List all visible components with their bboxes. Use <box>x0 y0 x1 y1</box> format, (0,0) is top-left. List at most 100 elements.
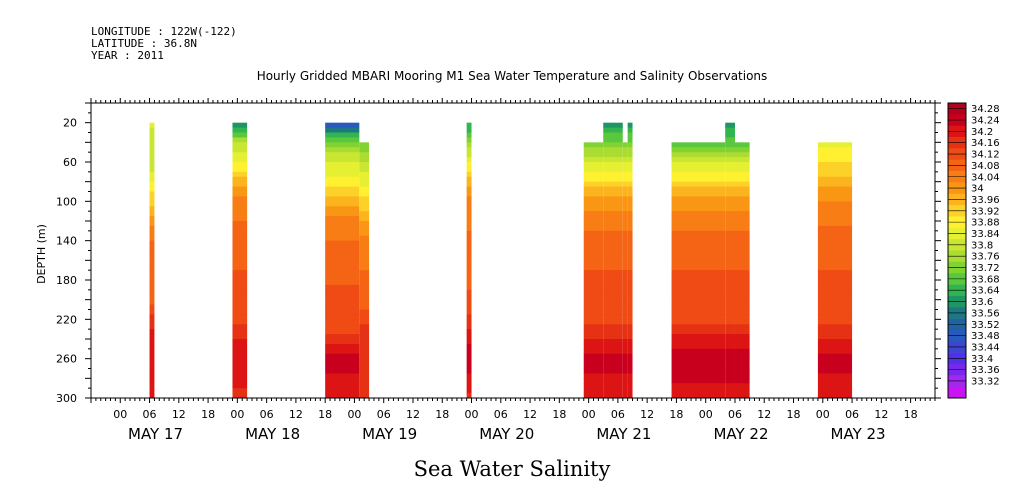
salinity-cell <box>734 383 750 389</box>
salinity-cell <box>359 176 370 183</box>
salinity-cell <box>603 137 623 143</box>
salinity-cell <box>817 388 853 394</box>
salinity-cell <box>817 270 853 276</box>
colorbar-frame <box>947 102 967 399</box>
salinity-cell <box>817 211 853 217</box>
salinity-cell <box>325 132 360 138</box>
salinity-cell <box>725 176 735 183</box>
salinity-cell <box>232 260 248 266</box>
colorbar-label: 34.24 <box>971 116 1000 127</box>
salinity-cell <box>232 216 248 222</box>
salinity-cell <box>583 309 604 315</box>
salinity-cell <box>466 132 472 138</box>
salinity-cell <box>583 329 604 335</box>
x-day-label: MAY 23 <box>831 425 886 443</box>
salinity-cell <box>734 196 750 202</box>
salinity-cell <box>583 319 604 325</box>
salinity-cell <box>622 280 628 286</box>
salinity-cell <box>725 299 735 305</box>
salinity-cell <box>817 275 853 281</box>
salinity-cell <box>325 265 360 271</box>
salinity-cell <box>583 157 604 163</box>
salinity-cell <box>622 201 628 207</box>
salinity-cell <box>627 353 633 360</box>
salinity-cell <box>627 383 633 389</box>
salinity-cell <box>627 284 633 291</box>
salinity-cell <box>325 373 360 379</box>
salinity-cell <box>627 289 633 296</box>
salinity-cell <box>627 393 633 399</box>
salinity-cell <box>603 329 623 335</box>
salinity-cell <box>232 147 248 153</box>
salinity-cell <box>734 334 750 340</box>
salinity-segment <box>583 142 604 399</box>
colorbar-label: 34 <box>971 184 984 195</box>
salinity-cell <box>671 339 726 345</box>
salinity-cell <box>734 294 750 301</box>
y-tick-label: 60 <box>63 156 77 169</box>
salinity-cell <box>325 260 360 266</box>
salinity-cell <box>149 294 155 301</box>
colorbar-label: 33.72 <box>971 263 1000 274</box>
salinity-cell <box>817 235 853 242</box>
salinity-cell <box>149 142 155 148</box>
salinity-cell <box>583 255 604 261</box>
salinity-cell <box>671 152 726 158</box>
salinity-cell <box>671 358 726 364</box>
salinity-cell <box>725 363 735 369</box>
salinity-cell <box>325 270 360 276</box>
salinity-cell <box>583 260 604 266</box>
salinity-cell <box>622 181 628 187</box>
x-hour-label: 18 <box>669 408 683 421</box>
salinity-cell <box>734 216 750 222</box>
salinity-cell <box>359 265 370 271</box>
salinity-cell <box>603 181 623 187</box>
salinity-cell <box>603 378 623 384</box>
y-axis-label: DEPTH (m) <box>35 224 48 284</box>
salinity-cell <box>817 147 853 153</box>
salinity-cell <box>466 329 472 335</box>
salinity-cell <box>671 314 726 320</box>
salinity-cell <box>725 324 735 330</box>
salinity-cell <box>359 157 370 163</box>
salinity-cell <box>603 127 623 133</box>
salinity-cell <box>325 186 360 192</box>
x-hour-label: 12 <box>757 408 771 421</box>
salinity-cell <box>149 255 155 261</box>
salinity-cell <box>583 230 604 237</box>
salinity-cell <box>734 230 750 237</box>
salinity-cell <box>603 309 623 315</box>
salinity-cell <box>622 358 628 364</box>
salinity-cell <box>622 235 628 242</box>
salinity-cell <box>325 255 360 261</box>
salinity-cell <box>149 324 155 330</box>
colorbar-label: 33.76 <box>971 252 1000 263</box>
salinity-cell <box>671 353 726 360</box>
salinity-cell <box>232 289 248 296</box>
salinity-cell <box>359 196 370 202</box>
salinity-cell <box>725 235 735 242</box>
salinity-cell <box>627 304 633 310</box>
salinity-cell <box>671 368 726 374</box>
colorbar-label: 33.36 <box>971 365 1000 376</box>
salinity-cell <box>603 314 623 320</box>
salinity-cell <box>725 280 735 286</box>
salinity-cell <box>671 304 726 310</box>
salinity-cell <box>325 181 360 187</box>
salinity-cell <box>359 211 370 217</box>
salinity-cell <box>325 358 360 364</box>
salinity-cell <box>627 294 633 301</box>
x-hour-label: 00 <box>699 408 713 421</box>
salinity-cell <box>603 235 623 242</box>
salinity-cell <box>627 201 633 207</box>
salinity-cell <box>817 280 853 286</box>
salinity-cell <box>734 343 750 350</box>
salinity-cell <box>671 334 726 340</box>
salinity-cell <box>466 393 472 399</box>
salinity-cell <box>583 373 604 379</box>
salinity-cell <box>627 260 633 266</box>
salinity-cell <box>734 186 750 192</box>
salinity-cell <box>232 284 248 291</box>
salinity-cell <box>466 245 472 251</box>
salinity-cell <box>149 334 155 340</box>
